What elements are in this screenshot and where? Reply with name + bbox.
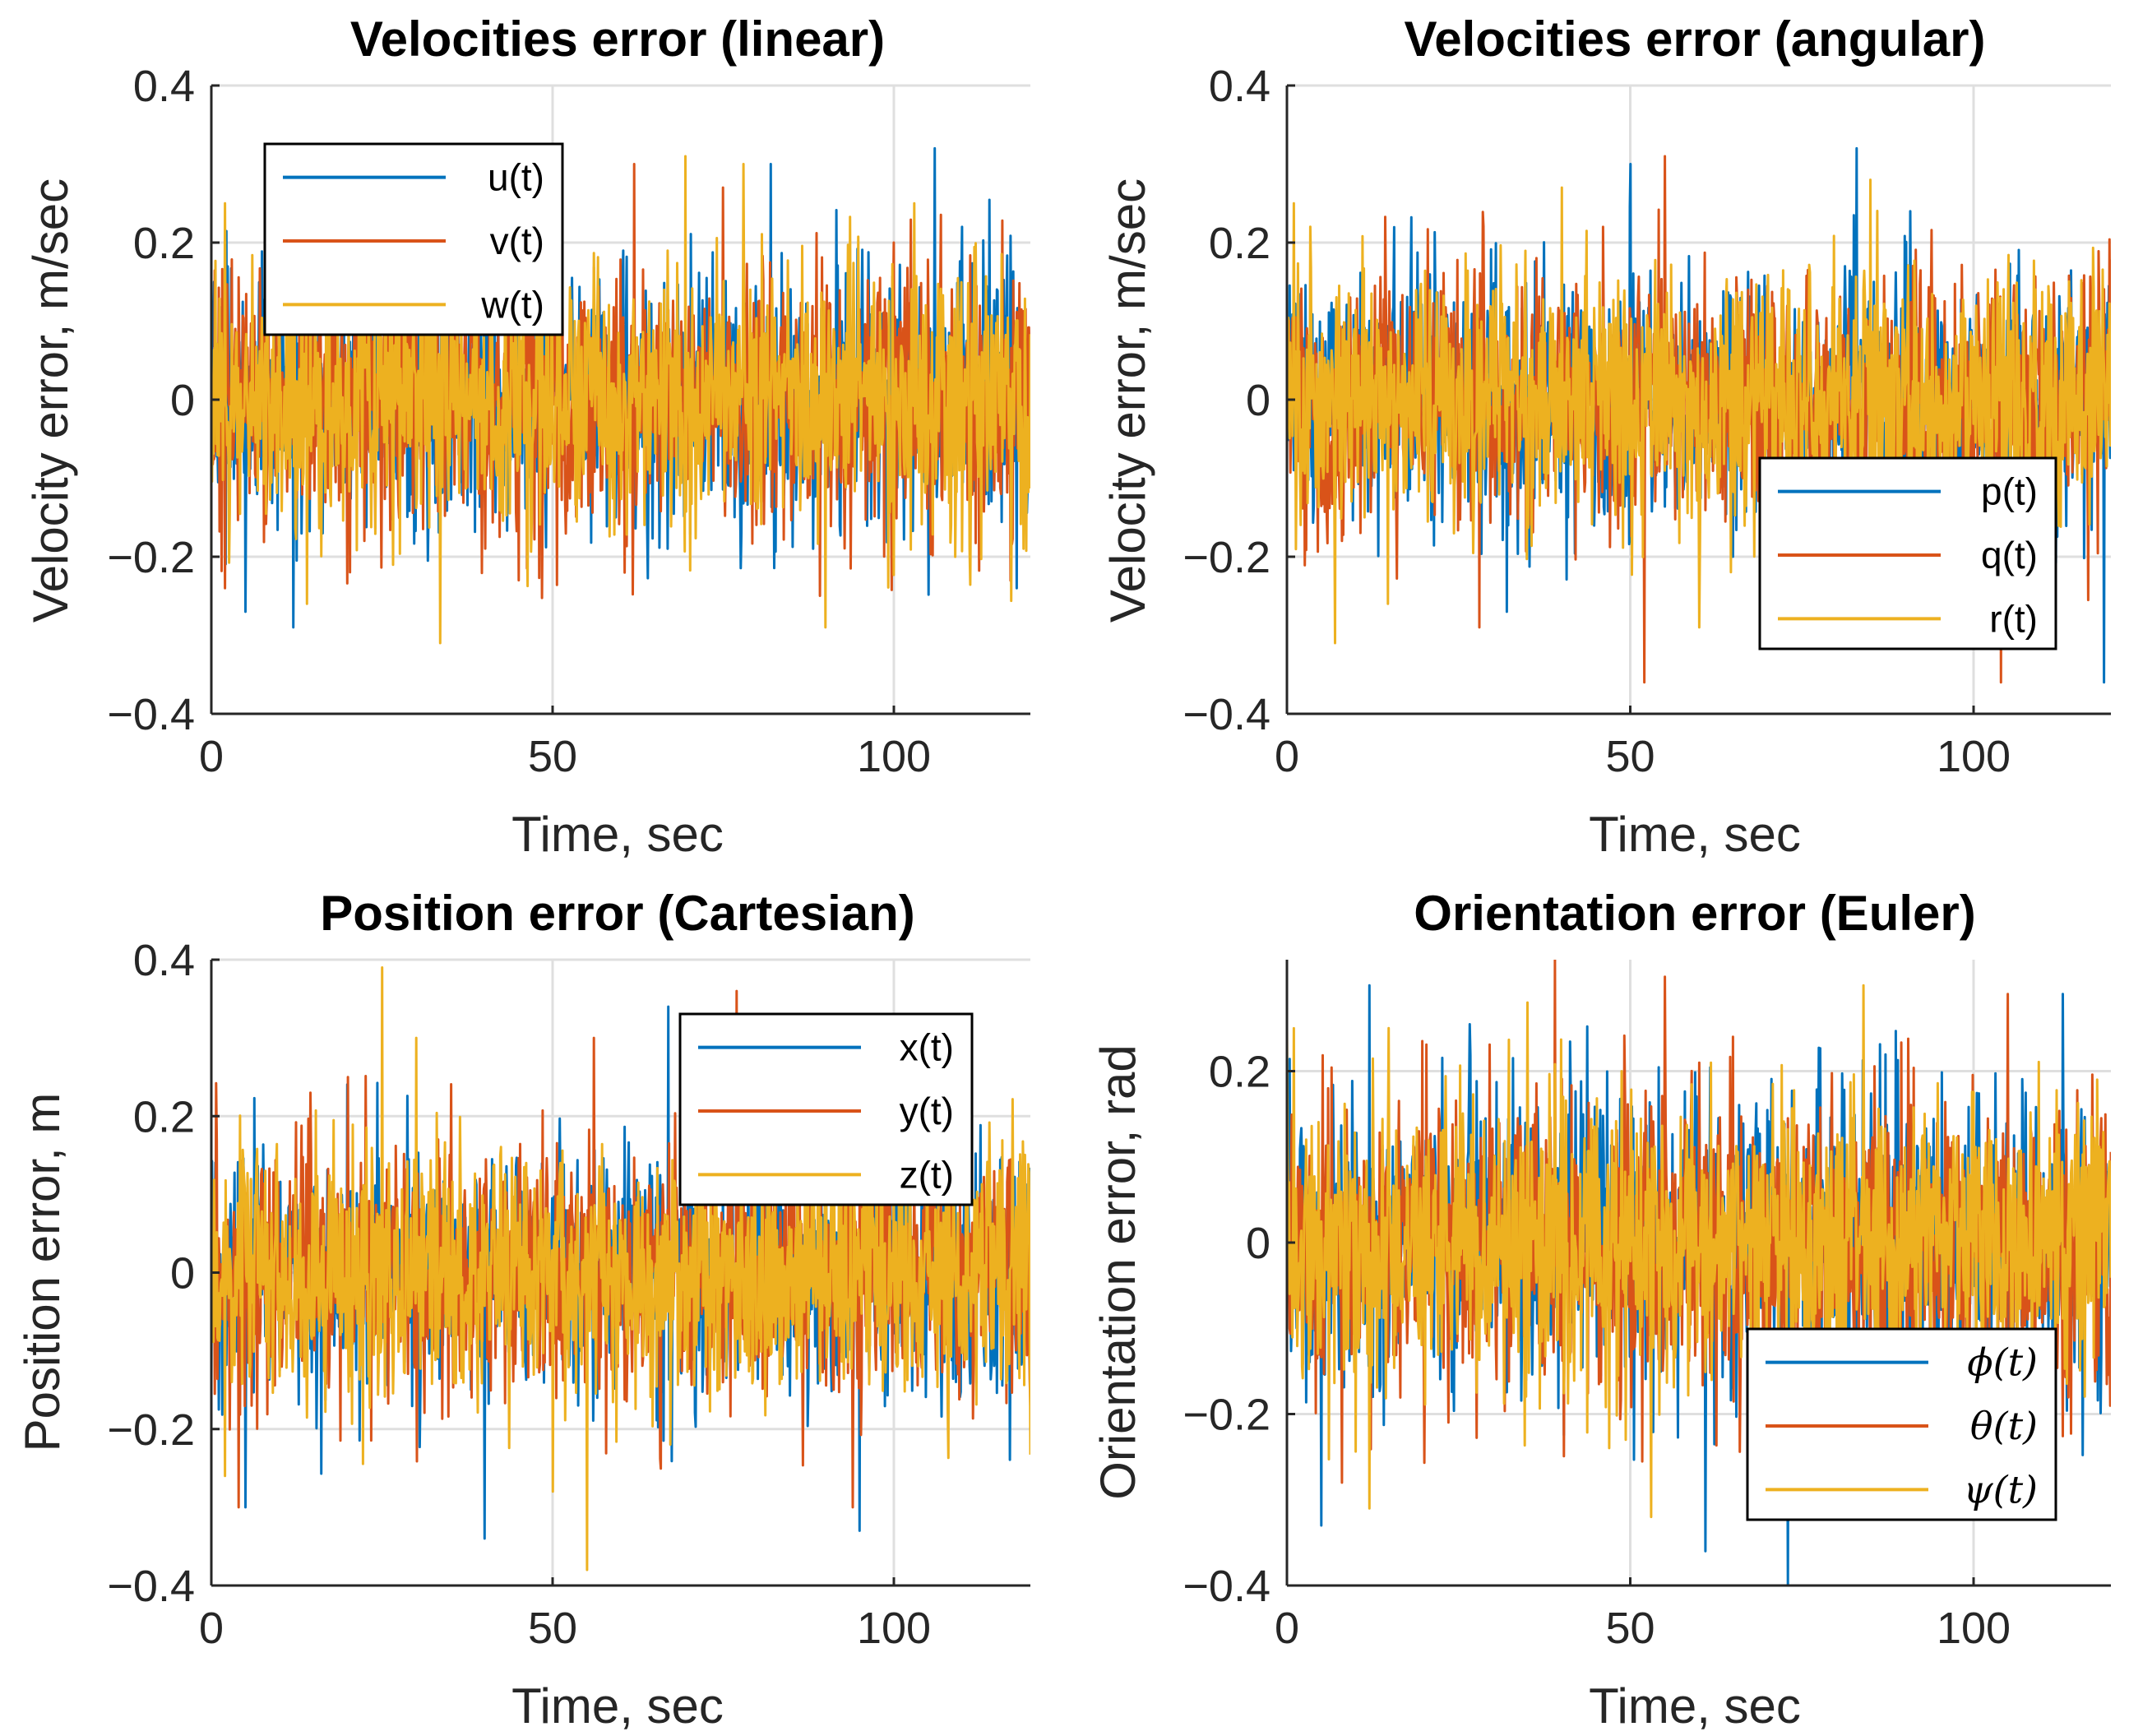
legend: x(t) y(t) z(t) bbox=[678, 1012, 974, 1206]
y-tick-label: 0 bbox=[1246, 376, 1270, 425]
series-line-3 bbox=[211, 155, 1030, 645]
subplot-orientation-error: Orientation error (Euler) Orientation er… bbox=[1090, 886, 2111, 1734]
x-tick-label: 50 bbox=[1605, 732, 1655, 781]
y-axis-label: Velocity error, m/sec bbox=[1100, 178, 1155, 623]
x-tick-label: 0 bbox=[199, 732, 224, 781]
legend-label-1: p(t) bbox=[1981, 470, 2038, 513]
series-group bbox=[211, 146, 1030, 645]
y-tick-label: −0.4 bbox=[1183, 1562, 1270, 1611]
y-tick-label: 0.2 bbox=[133, 1092, 195, 1141]
x-axis-label: Time, sec bbox=[1589, 1678, 1801, 1734]
legend-label-3: ψ(t) bbox=[1964, 1467, 2038, 1511]
x-tick-label: 50 bbox=[528, 732, 577, 781]
series-group bbox=[1287, 960, 2111, 1586]
legend-label-3: r(t) bbox=[1989, 597, 2038, 640]
legend-label-3: w(t) bbox=[480, 283, 544, 326]
x-tick-label: 50 bbox=[1605, 1604, 1655, 1653]
y-axis-label: Position error, m bbox=[15, 1093, 70, 1452]
y-tick-label: −0.2 bbox=[1183, 1391, 1270, 1440]
x-tick-label: 0 bbox=[1275, 1604, 1299, 1653]
legend: u(t) v(t) w(t) bbox=[263, 142, 564, 336]
y-tick-label: 0.2 bbox=[1209, 1048, 1270, 1097]
x-axis-label: Time, sec bbox=[511, 1678, 724, 1734]
y-tick-label: −0.2 bbox=[1183, 533, 1270, 582]
y-tick-label: −0.4 bbox=[107, 690, 195, 739]
y-tick-label: 0.4 bbox=[133, 62, 195, 111]
y-tick-label: 0 bbox=[170, 1249, 195, 1299]
x-tick-label: 0 bbox=[199, 1604, 224, 1653]
legend: ϕ(t) θ(t) ψ(t) bbox=[1746, 1327, 2057, 1521]
legend-label-2: θ(t) bbox=[1970, 1404, 2038, 1448]
x-tick-label: 100 bbox=[857, 732, 931, 781]
legend-label-2: q(t) bbox=[1981, 534, 2038, 576]
y-tick-label: 0.4 bbox=[133, 936, 195, 985]
legend-label-1: u(t) bbox=[488, 156, 544, 199]
y-tick-label: −0.4 bbox=[107, 1562, 195, 1611]
series-line-3 bbox=[211, 966, 1030, 1572]
y-tick-label: 0.4 bbox=[1209, 62, 1270, 111]
y-tick-label: −0.4 bbox=[1183, 690, 1270, 739]
legend: p(t) q(t) r(t) bbox=[1758, 456, 2057, 650]
series-group bbox=[211, 966, 1030, 1572]
y-tick-label: 0.2 bbox=[1209, 219, 1270, 268]
legend-label-1: ϕ(t) bbox=[1967, 1340, 2038, 1385]
legend-label-2: v(t) bbox=[490, 220, 544, 262]
y-tick-label: 0.2 bbox=[133, 219, 195, 268]
legend-label-2: y(t) bbox=[900, 1090, 954, 1132]
y-tick-label: 0 bbox=[1246, 1219, 1270, 1268]
x-tick-label: 100 bbox=[1937, 1604, 2011, 1653]
chart-title: Velocities error (linear) bbox=[350, 12, 885, 67]
chart-title: Velocities error (angular) bbox=[1405, 12, 1986, 67]
x-axis-label: Time, sec bbox=[511, 807, 724, 862]
x-tick-label: 0 bbox=[1275, 732, 1299, 781]
legend-label-1: x(t) bbox=[900, 1026, 954, 1069]
y-axis-label: Orientation error, rad bbox=[1090, 1044, 1145, 1500]
x-axis-label: Time, sec bbox=[1589, 807, 1801, 862]
y-tick-label: −0.2 bbox=[107, 533, 195, 582]
series-line-3 bbox=[1287, 984, 2111, 1519]
y-tick-label: 0 bbox=[170, 376, 195, 425]
series-line-3 bbox=[1287, 178, 2111, 645]
y-axis-label: Velocity error, m/sec bbox=[23, 178, 78, 623]
chart-title: Orientation error (Euler) bbox=[1414, 886, 1975, 941]
chart-title: Position error (Cartesian) bbox=[320, 886, 915, 941]
x-tick-label: 100 bbox=[857, 1604, 931, 1653]
x-tick-label: 50 bbox=[528, 1604, 577, 1653]
subplot-position-error: Position error (Cartesian) Position erro… bbox=[15, 886, 1030, 1734]
x-tick-label: 100 bbox=[1937, 732, 2011, 781]
y-tick-label: −0.2 bbox=[107, 1405, 195, 1455]
legend-label-3: z(t) bbox=[900, 1153, 954, 1196]
subplot-linear-velocity-error: Velocities error (linear) Velocity error… bbox=[23, 12, 1030, 862]
subplot-angular-velocity-error: Velocities error (angular) Velocity erro… bbox=[1100, 12, 2111, 862]
